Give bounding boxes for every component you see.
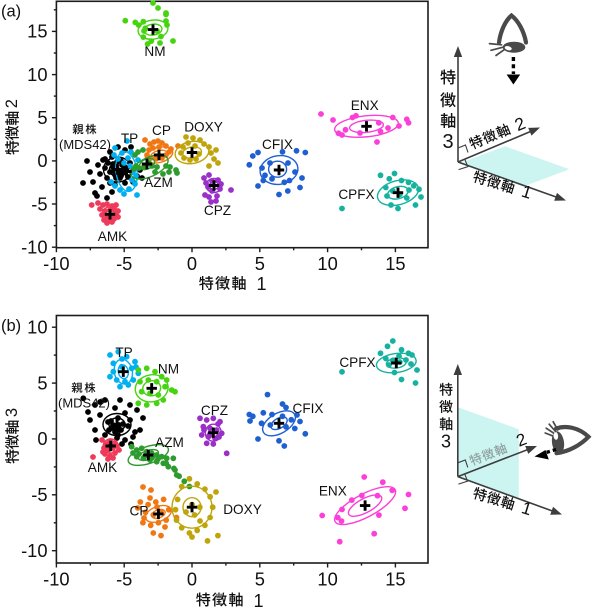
svg-text:-10: -10: [21, 237, 47, 258]
svg-text:AMK: AMK: [88, 460, 117, 475]
svg-text:0: 0: [187, 569, 197, 590]
svg-text:DOXY: DOXY: [184, 120, 223, 135]
svg-text:-5: -5: [31, 484, 47, 505]
svg-text:10: 10: [27, 317, 47, 338]
svg-text:(a): (a): [1, 3, 21, 21]
svg-text:(MDS42): (MDS42): [58, 396, 110, 411]
svg-text:CPFX: CPFX: [338, 187, 374, 202]
svg-text:DOXY: DOXY: [223, 502, 262, 517]
svg-text:-10: -10: [43, 569, 69, 590]
svg-text:CFIX: CFIX: [293, 401, 324, 416]
svg-text:-5: -5: [116, 253, 132, 274]
svg-text:0: 0: [187, 253, 197, 274]
svg-text:ENX: ENX: [319, 484, 347, 499]
svg-text:1: 1: [253, 591, 263, 611]
svg-text:3: 3: [442, 131, 453, 153]
svg-text:AMK: AMK: [98, 229, 127, 244]
svg-text:CPFX: CPFX: [339, 355, 375, 370]
svg-text:0: 0: [37, 150, 47, 171]
svg-text:NM: NM: [144, 44, 165, 59]
svg-text:1: 1: [256, 274, 266, 294]
svg-text:CP: CP: [130, 504, 149, 519]
svg-text:TP: TP: [115, 345, 132, 360]
svg-text:10: 10: [27, 64, 47, 85]
svg-text:NM: NM: [158, 362, 179, 377]
svg-text:15: 15: [385, 253, 405, 274]
svg-text:AZM: AZM: [144, 175, 173, 190]
svg-text:-10: -10: [21, 540, 47, 561]
svg-text:10: 10: [317, 569, 337, 590]
svg-text:2: 2: [3, 99, 21, 108]
svg-text:-5: -5: [116, 569, 132, 590]
svg-text:5: 5: [37, 107, 47, 128]
svg-text:CPZ: CPZ: [201, 403, 228, 418]
svg-text:15: 15: [385, 569, 405, 590]
svg-text:(b): (b): [1, 317, 21, 335]
svg-text:5: 5: [37, 372, 47, 393]
svg-text:-5: -5: [31, 193, 47, 214]
svg-text:(MDS42): (MDS42): [59, 137, 111, 152]
svg-text:15: 15: [27, 21, 47, 42]
svg-text:0: 0: [37, 428, 47, 449]
svg-text:ENX: ENX: [351, 98, 379, 113]
svg-text:5: 5: [255, 569, 265, 590]
svg-text:AZM: AZM: [155, 435, 184, 450]
svg-text:CP: CP: [152, 123, 171, 138]
svg-text:CFIX: CFIX: [262, 137, 293, 152]
svg-text:3: 3: [441, 432, 451, 452]
svg-text:5: 5: [255, 253, 265, 274]
svg-text:10: 10: [317, 253, 337, 274]
svg-text:3: 3: [3, 408, 21, 417]
svg-text:CPZ: CPZ: [204, 203, 231, 218]
svg-text:-10: -10: [43, 253, 69, 274]
svg-text:TP: TP: [121, 131, 138, 146]
